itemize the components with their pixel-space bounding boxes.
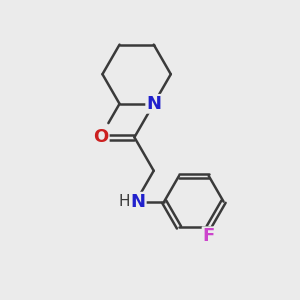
Text: H: H (119, 194, 130, 209)
Text: N: N (146, 95, 161, 113)
Text: F: F (202, 227, 215, 245)
Text: O: O (94, 128, 109, 146)
Text: N: N (131, 193, 146, 211)
